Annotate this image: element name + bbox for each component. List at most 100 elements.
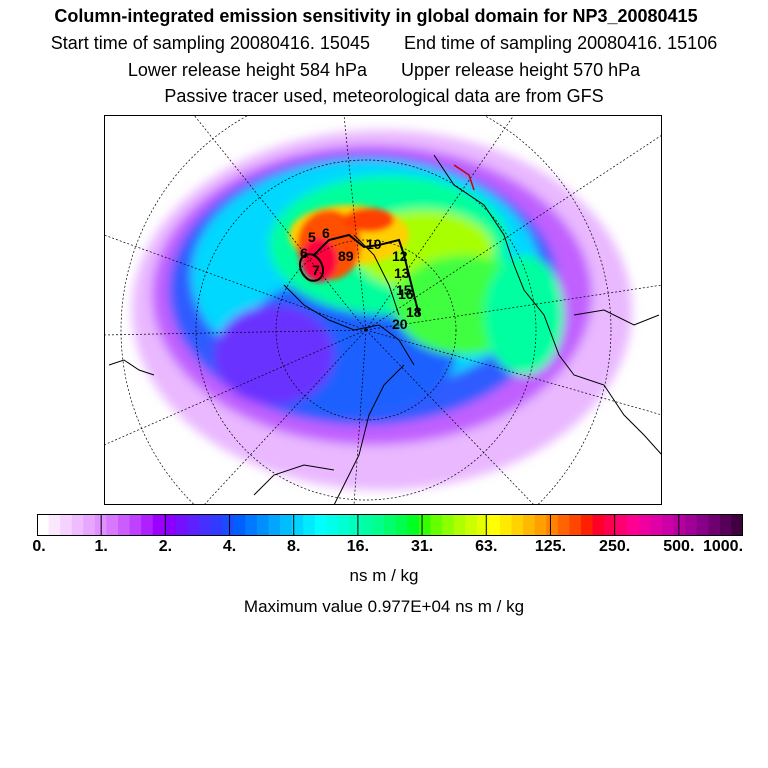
colorbar-tick-label: 63. (475, 538, 498, 555)
colorbar-swatch (627, 514, 640, 536)
colorbar-swatch (511, 514, 524, 536)
graticule (104, 115, 662, 505)
meridian (353, 329, 367, 505)
colorbar-swatch (453, 514, 466, 536)
track-line (313, 233, 420, 316)
meridian (365, 134, 662, 331)
track-label: 5 (308, 229, 316, 245)
sensitivity-field (132, 130, 632, 490)
plume-track (299, 233, 420, 316)
colorbar-swatch (592, 514, 605, 536)
sampling-times-row: Start time of sampling 20080416. 15045 En… (0, 33, 768, 54)
colorbar-unit-label: ns m / kg (349, 566, 419, 585)
colorbar-swatch (604, 514, 617, 536)
coastline-south (253, 464, 335, 496)
meridian (343, 115, 367, 331)
colorbar-swatch (638, 514, 652, 536)
colorbar-tick-label: 31. (410, 538, 434, 555)
colorbar-swatch (488, 514, 501, 536)
colorbar-swatch (499, 514, 513, 536)
field-green-lobe-far-east (484, 255, 564, 375)
colorbar-tick-label: 1. (94, 538, 108, 555)
colorbar-swatch (233, 514, 246, 536)
colorbar-swatch (731, 514, 743, 536)
meridian (104, 234, 367, 331)
track-label: 10 (366, 236, 382, 252)
track-label: 6 (300, 245, 308, 261)
colorbar-swatch (187, 514, 200, 536)
colorbar-swatch (60, 514, 73, 536)
colorbar-swatch (245, 514, 258, 536)
colorbar-swatch (303, 514, 316, 536)
colorbar-swatch (280, 514, 293, 536)
start-time-label: Start time of sampling 20080416. 15045 (50, 33, 370, 53)
track-label: 12 (392, 248, 408, 264)
colorbar-swatch (534, 514, 547, 536)
lower-height-label: Lower release height 584 hPa (127, 60, 367, 80)
track-label: 20 (392, 316, 408, 332)
colorbar-swatch (557, 514, 570, 536)
colorbar-swatch (696, 514, 709, 536)
colorbar-swatch (580, 514, 594, 536)
colorbar-swatch (673, 514, 686, 536)
coastline-greenland (353, 234, 400, 316)
track-labels: 5 6 6 7 89 10 12 13 15 16 18 20 (300, 225, 422, 332)
colorbar-swatch (430, 514, 443, 536)
track-label: 7 (312, 262, 320, 278)
colorbar-tick-label: 125. (534, 538, 567, 555)
track-label: 6 (322, 225, 330, 241)
colorbar-swatch (152, 514, 165, 536)
colorbar-swatch (685, 514, 698, 536)
colorbar-swatch (210, 514, 223, 536)
coastline-arctic (283, 284, 415, 366)
track-label: 89 (338, 248, 354, 264)
colorbar-tick-label: 250. (599, 538, 631, 555)
colorbar-swatch (291, 514, 304, 536)
colorbar-swatch (48, 514, 61, 536)
colorbar-swatch (661, 514, 675, 536)
colorbar-swatch (314, 514, 327, 536)
colorbar-swatch (83, 514, 96, 536)
colorbar-swatch (719, 514, 733, 536)
colorbar-tick-label: 4. (222, 538, 237, 555)
meridian (365, 284, 662, 331)
colorbar-swatch (175, 514, 189, 536)
colorbar-swatch (326, 514, 339, 536)
latitude-circle-0 (120, 115, 612, 505)
colorbar-swatch (268, 514, 281, 536)
colorbar-tick-label: 8. (287, 538, 301, 555)
map-frame (104, 115, 662, 505)
colorbar-swatch (569, 514, 582, 536)
track-label: 16 (398, 286, 414, 302)
field-orange-streak (344, 208, 394, 232)
latitude-circle-30 (195, 159, 537, 501)
colorbar-swatch (106, 514, 119, 536)
colorbar-swatch (546, 514, 559, 536)
colorbar-swatch (361, 514, 374, 536)
coastline-north-america (333, 364, 405, 505)
coastline-east (573, 309, 660, 326)
track-label: 15 (396, 282, 412, 298)
track-label: 18 (406, 304, 422, 320)
field-violet-lobe-west (214, 305, 334, 405)
colorbar-swatch (465, 514, 478, 536)
colorbar-swatch (650, 514, 663, 536)
release-heights-row: Lower release height 584 hPa Upper releas… (0, 60, 768, 81)
colorbar-swatch (384, 514, 397, 536)
colorbar-swatch (129, 514, 142, 536)
meridian (365, 329, 535, 505)
coastline-asia (433, 154, 662, 456)
colorbar-frame (37, 514, 743, 536)
coastlines (108, 154, 662, 505)
colorbar (37, 514, 743, 536)
latitude-circle-60 (275, 239, 457, 421)
colorbar-swatch (615, 514, 628, 536)
colorbar-swatch (256, 514, 270, 536)
colorbar-tick-label: 1000. (702, 538, 744, 555)
upper-height-label: Upper release height 570 hPa (401, 60, 641, 80)
colorbar-tick-label: 0. (32, 538, 46, 555)
chart-title: Column-integrated emission sensitivity i… (54, 6, 698, 26)
end-time-label: End time of sampling 20080416. 15106 (403, 33, 718, 53)
colorbar-tick-label: 16. (346, 538, 370, 555)
colorbar-swatch (418, 514, 432, 536)
